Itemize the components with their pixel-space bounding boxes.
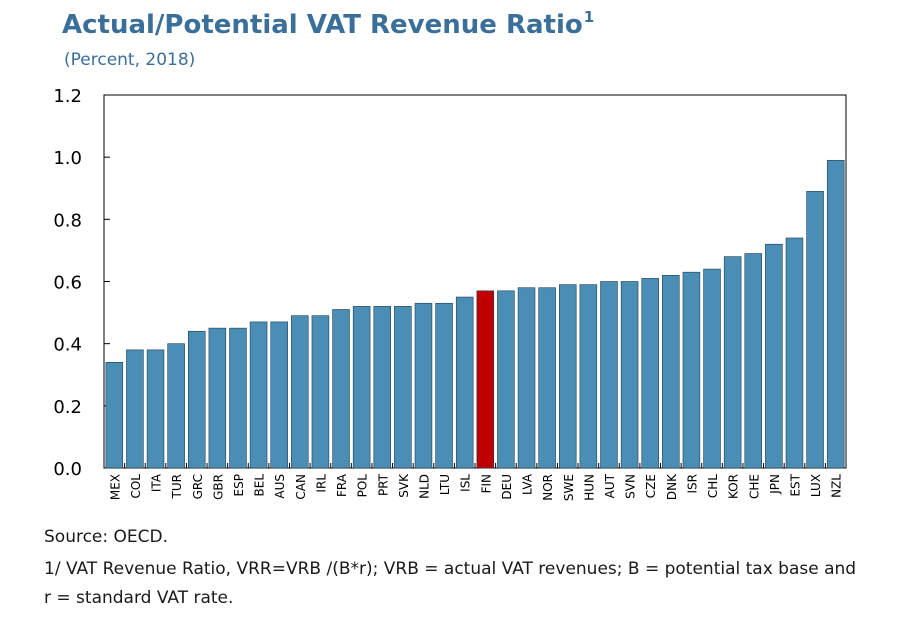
x-tick-label: AUS (273, 474, 287, 499)
bar-svk (394, 306, 412, 469)
x-tick-label: GBR (211, 474, 225, 500)
chart-title: Actual/Potential VAT Revenue Ratio1 (62, 8, 594, 40)
bar-est (785, 237, 804, 469)
bar-esp (229, 327, 247, 469)
x-tick-label: FIN (479, 474, 493, 493)
x-tick-label: ESP (232, 474, 246, 496)
x-tick-label: DNK (665, 473, 679, 500)
bar-hun (579, 284, 598, 469)
bar-fra (332, 309, 350, 469)
bar-ita (146, 349, 165, 469)
x-tick-label: JPN (768, 474, 782, 495)
bar-mex (105, 362, 124, 469)
bar-lux (806, 191, 824, 469)
y-tick-label: 0.0 (53, 459, 82, 480)
bar-prt (373, 306, 392, 469)
bar-pol (352, 306, 371, 469)
footnote: 1/ VAT Revenue Ratio, VRR=VRB /(B*r); VR… (44, 559, 857, 608)
x-tick-label: NOR (541, 474, 555, 501)
title-footnote-mark: 1 (583, 8, 595, 26)
x-tick-label: COL (129, 474, 143, 499)
x-tick-label: ISL (459, 474, 473, 492)
y-tick-label: 0.6 (53, 273, 82, 294)
y-tick-label: 0.4 (53, 335, 82, 356)
x-tick-label: TUR (170, 474, 184, 499)
bar-che (744, 253, 763, 469)
bar-tur (167, 343, 185, 469)
bar-grc (187, 330, 206, 469)
bar-nor (538, 287, 556, 469)
y-tick-label: 1.0 (53, 148, 82, 169)
y-tick-label: 0.2 (53, 397, 82, 418)
bar-gbr (208, 327, 227, 469)
bar-dnk (662, 274, 680, 469)
x-tick-label: GRC (191, 474, 205, 499)
bar-chart: 0.0 0.2 0.4 0.6 0.8 1.0 1.2 MEX COL ITA TUR GRC GBR E… (53, 86, 847, 501)
bar-nzl (826, 159, 845, 469)
x-tick-label: LTU (438, 474, 452, 495)
bar-aut (600, 281, 618, 469)
x-tick-label: SVK (397, 473, 411, 498)
bar-bel (249, 321, 268, 469)
bar-col (126, 349, 144, 469)
bar-deu (497, 290, 515, 469)
bar-swe (558, 284, 577, 469)
bar-cze (641, 278, 659, 469)
x-tick-label: KOR (727, 474, 741, 499)
bar-ltu (435, 302, 453, 469)
x-tick-label: AUT (603, 473, 617, 498)
bar-aus (270, 321, 288, 469)
chart-title-text: Actual/Potential VAT Revenue Ratio (62, 10, 583, 40)
x-tick-label: NLD (417, 474, 431, 499)
y-tick-label: 0.8 (53, 210, 82, 231)
x-tick-label: NZL (830, 474, 844, 498)
x-tick-label: LVA (521, 473, 535, 495)
bar-lva (517, 287, 536, 469)
chart-subtitle: (Percent, 2018) (64, 50, 196, 70)
source-note: Source: OECD. (44, 527, 169, 547)
bar-chl (703, 268, 721, 469)
x-tick-label: POL (356, 474, 370, 498)
bar-isl (455, 296, 474, 469)
x-tick-label: LUX (809, 474, 823, 497)
bar-isr (682, 271, 701, 469)
x-tick-label: CAN (294, 474, 308, 500)
x-tick-label: BEL (253, 474, 267, 497)
x-tick-label: CZE (644, 474, 658, 498)
x-tick-label: MEX (108, 474, 122, 500)
x-tick-label: SVN (624, 474, 638, 499)
x-tick-label: FRA (335, 473, 349, 497)
y-tick-label: 1.2 (53, 86, 82, 107)
x-tick-label: SWE (562, 474, 576, 501)
x-tick-label: IRL (314, 474, 328, 493)
bar-irl (311, 315, 330, 469)
bar-jpn (765, 243, 783, 469)
bar-svn (620, 281, 639, 469)
x-tick-label: PRT (376, 473, 390, 496)
bar-fin (476, 290, 495, 469)
x-tick-label: ISR (685, 474, 699, 494)
bar-kor (723, 256, 742, 469)
bar-nld (414, 302, 433, 469)
bar-can (291, 315, 309, 469)
x-tick-label: CHE (747, 474, 761, 499)
x-tick-label: DEU (500, 474, 514, 500)
x-tick-label: HUN (582, 474, 596, 501)
x-tick-label: CHL (706, 474, 720, 498)
x-tick-label: ITA (150, 473, 164, 492)
x-tick-label: EST (788, 473, 802, 496)
